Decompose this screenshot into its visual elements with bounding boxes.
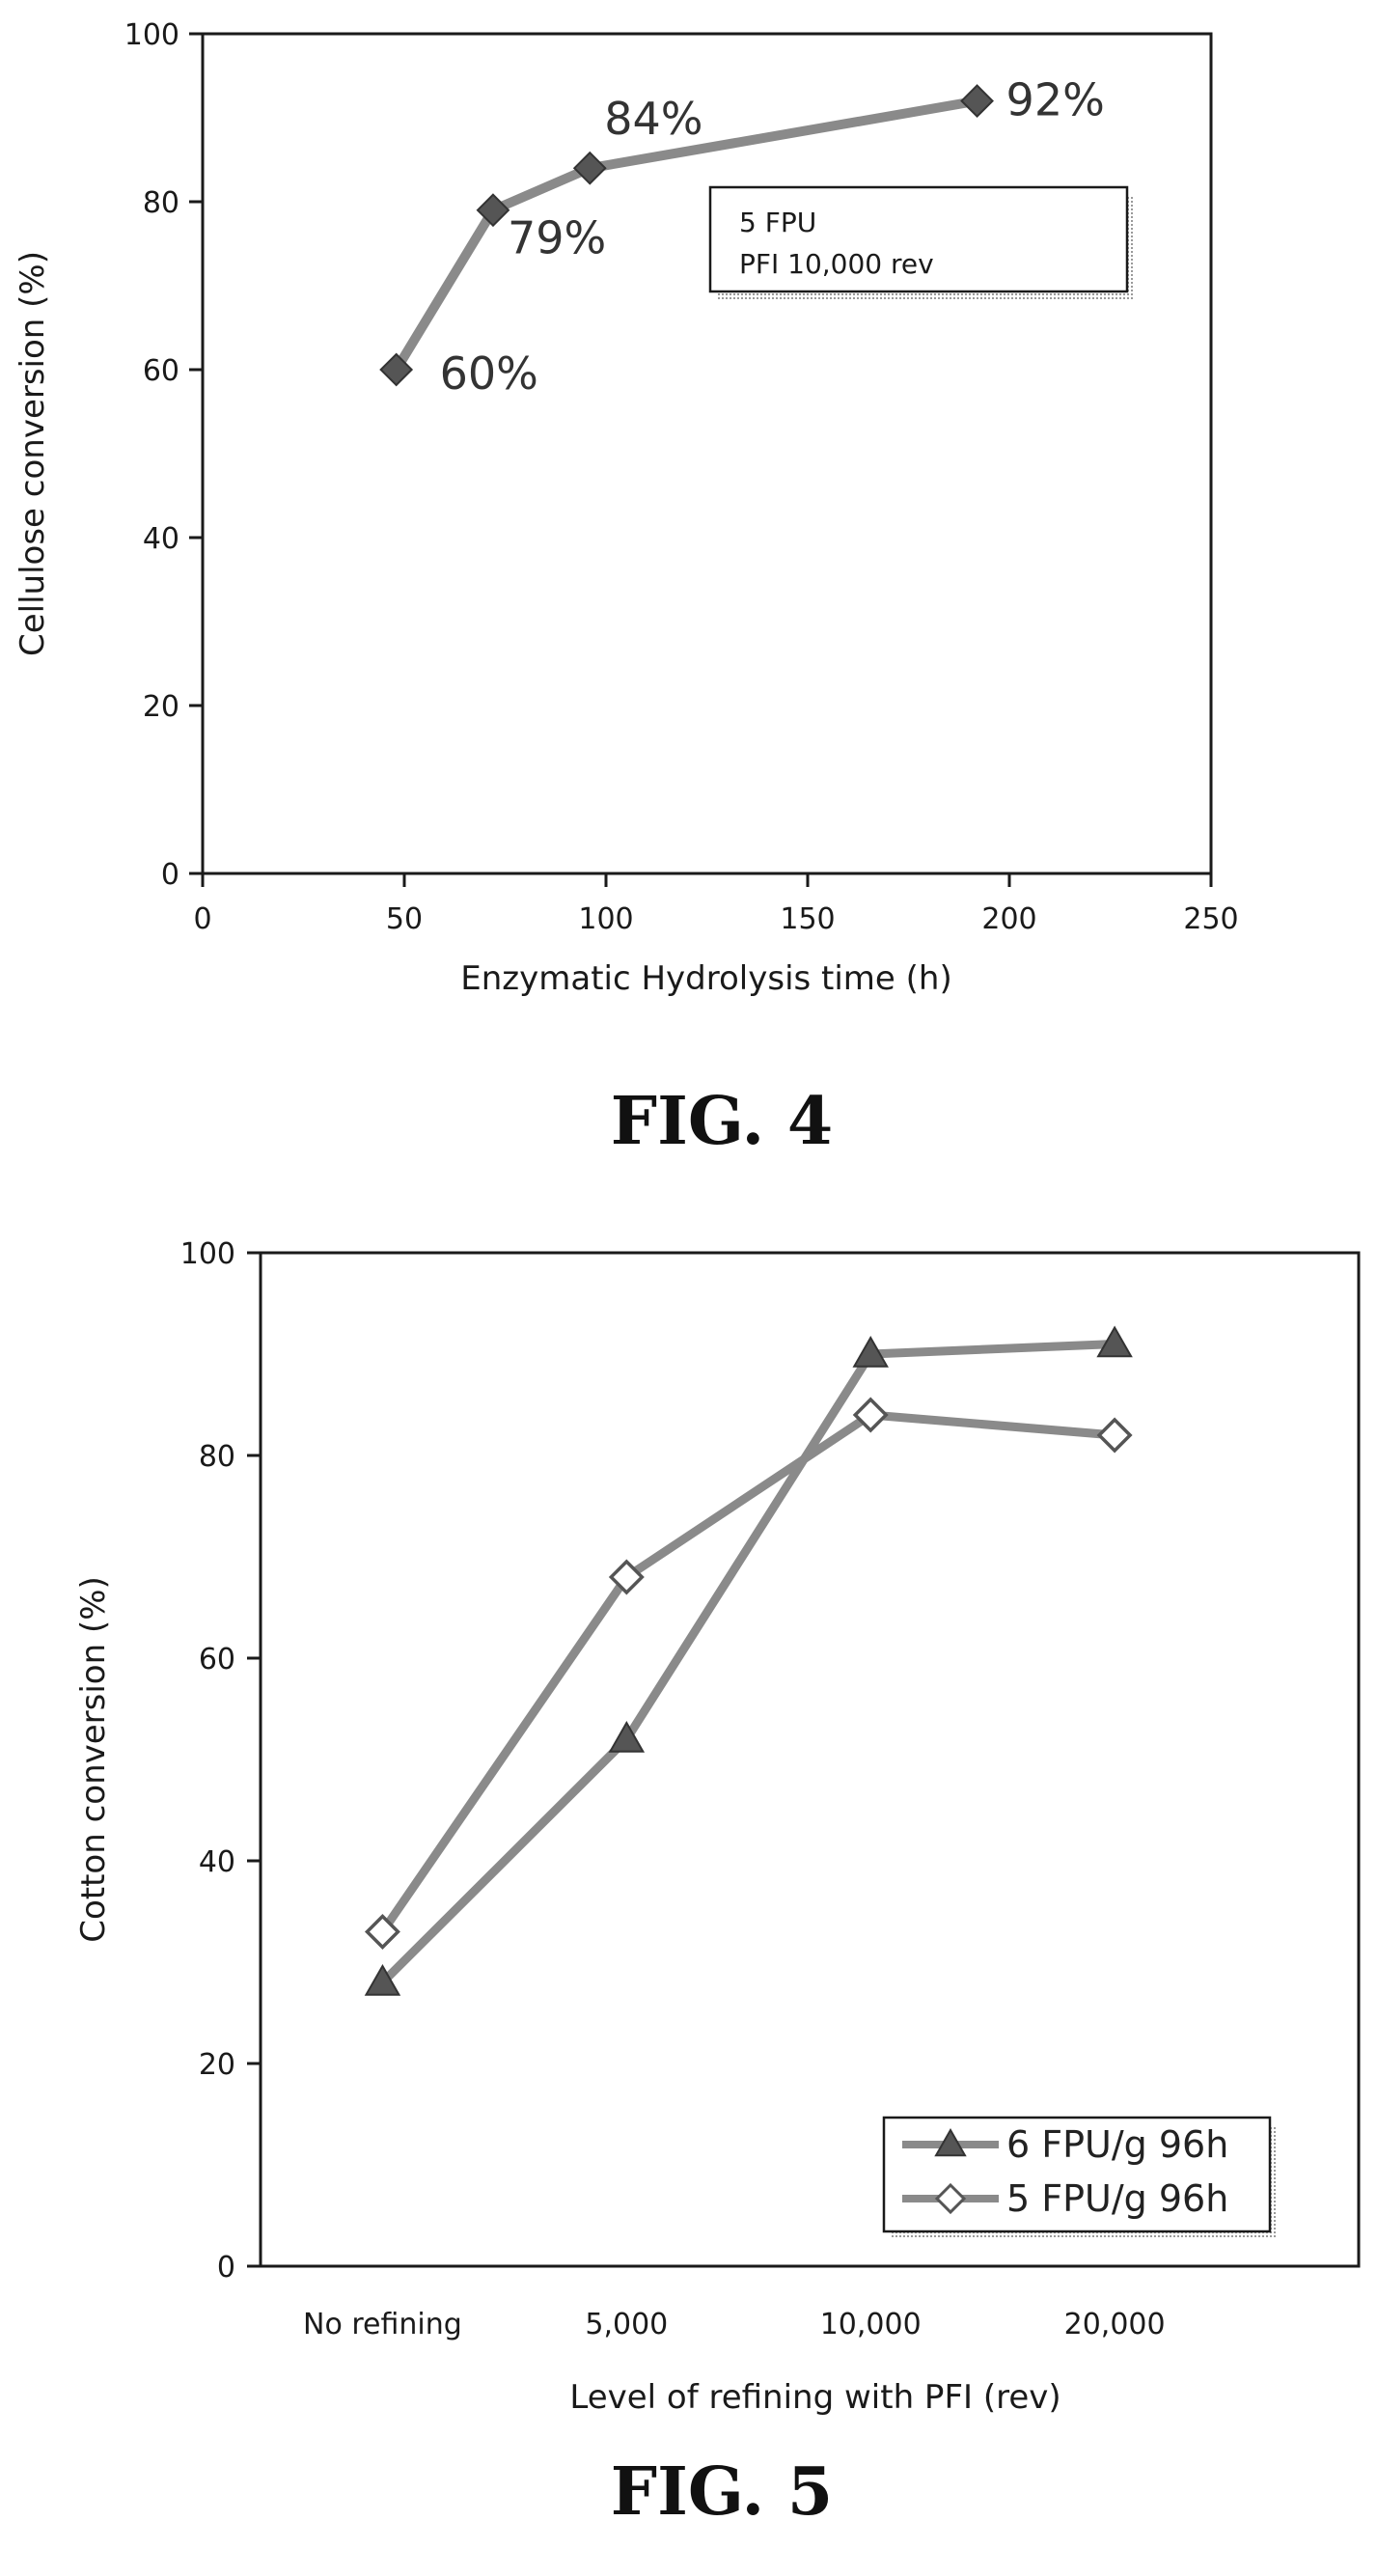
fig5-series-line xyxy=(377,1340,1119,1987)
fig4-x-axis-label: Enzymatic Hydrolysis time (h) xyxy=(460,959,952,998)
fig5-plot-frame xyxy=(259,1251,1361,2268)
fig4-annotation-box: 5 FPU PFI 10,000 rev xyxy=(708,185,1135,299)
fig4-y-tick-label: 60 xyxy=(143,354,179,388)
fig5-data-point-triangle xyxy=(852,1335,889,1368)
fig4-y-tick-label: 20 xyxy=(143,690,179,724)
fig4-data-label: 79% xyxy=(508,212,606,264)
fig5-legend-label: 5 FPU/g 96h xyxy=(1006,2177,1228,2220)
fig5-caption: FIG. 5 xyxy=(611,2453,833,2531)
fig4-data-point xyxy=(572,151,607,185)
fig4-x-tick-label: 50 xyxy=(386,902,423,936)
fig5-y-tick-label: 20 xyxy=(199,2048,235,2082)
fig4-y-tick-label: 40 xyxy=(143,522,179,556)
fig5-legend-marker-triangle xyxy=(934,2127,967,2157)
fig4-data-point xyxy=(379,352,414,387)
fig5-data-point-triangle xyxy=(608,1720,646,1753)
fig4-plot-frame xyxy=(201,32,1213,875)
fig5-data-point-diamond xyxy=(364,1914,400,1950)
fig4-data-label: 60% xyxy=(440,347,538,400)
fig5-x-tick-label: 20,000 xyxy=(1064,2308,1166,2341)
fig5-series-line xyxy=(377,1410,1119,1936)
fig5-y-axis-label: Cotton conversion (%) xyxy=(74,1576,113,1943)
fig5-series xyxy=(364,1325,1133,1996)
fig4-data-point xyxy=(476,193,510,228)
fig4-y-axis-label: Cellulose conversion (%) xyxy=(14,251,52,656)
fig5-y-tick-label: 60 xyxy=(199,1643,235,1676)
fig5-data-point-triangle xyxy=(1096,1325,1133,1358)
fig5-x-axis-label: Level of refining with PFI (rev) xyxy=(569,2378,1060,2417)
fig5-chart: 0 20 40 60 80 100 No refining 5,000 10,000 20,00… xyxy=(74,1237,1361,2417)
fig4-x-tick-label: 150 xyxy=(780,902,835,936)
fig4-chart: 0 20 40 60 80 100 0 50 100 150 200 250 60% 79% 84% 92… xyxy=(14,18,1239,998)
fig5-x-tick-label: 10,000 xyxy=(820,2308,922,2341)
fig4-annotation-line-1: 5 FPU xyxy=(739,207,816,238)
fig4-y-tick-label: 80 xyxy=(143,186,179,220)
fig4-series-line xyxy=(391,96,982,374)
fig5-y-tick-label: 80 xyxy=(199,1440,235,1474)
fig5-x-ticks: No refining 5,000 10,000 20,000 xyxy=(303,2308,1166,2341)
fig4-y-tick-label: 0 xyxy=(161,858,179,892)
fig4-x-tick-label: 200 xyxy=(981,902,1036,936)
fig4-series: 60% 79% 84% 92% xyxy=(379,74,1105,400)
fig4-x-tick-label: 100 xyxy=(578,902,633,936)
fig4-data-label: 92% xyxy=(1006,74,1105,126)
fig4-caption: FIG. 4 xyxy=(611,1083,833,1160)
fig5-y-tick-label: 100 xyxy=(180,1237,235,1271)
fig5-legend: 6 FPU/g 96h 5 FPU/g 96h xyxy=(882,2116,1278,2239)
fig5-legend-label: 6 FPU/g 96h xyxy=(1006,2123,1228,2166)
fig4-y-ticks: 0 20 40 60 80 100 xyxy=(124,18,203,892)
fig4-x-tick-label: 250 xyxy=(1183,902,1238,936)
fig4-x-tick-label: 0 xyxy=(193,902,211,936)
fig5-legend-marker-diamond xyxy=(934,2182,967,2215)
fig4-data-label: 84% xyxy=(604,93,702,145)
fig5-x-tick-label: No refining xyxy=(303,2308,462,2341)
fig4-data-point xyxy=(960,84,994,119)
fig5-x-tick-label: 5,000 xyxy=(585,2308,668,2341)
fig5-data-point-diamond xyxy=(608,1559,645,1595)
fig5-y-tick-label: 0 xyxy=(217,2251,235,2285)
fig4-annotation-line-2: PFI 10,000 rev xyxy=(739,248,934,280)
fig5-data-point-diamond xyxy=(1096,1417,1133,1454)
fig4-y-tick-label: 100 xyxy=(124,18,179,52)
fig5-y-ticks: 0 20 40 60 80 100 xyxy=(180,1237,261,2285)
fig4-x-ticks: 0 50 100 150 200 250 xyxy=(193,873,1239,936)
fig5-data-point-diamond xyxy=(852,1397,889,1433)
fig5-y-tick-label: 40 xyxy=(199,1845,235,1879)
fig5-data-point-triangle xyxy=(364,1963,401,1996)
